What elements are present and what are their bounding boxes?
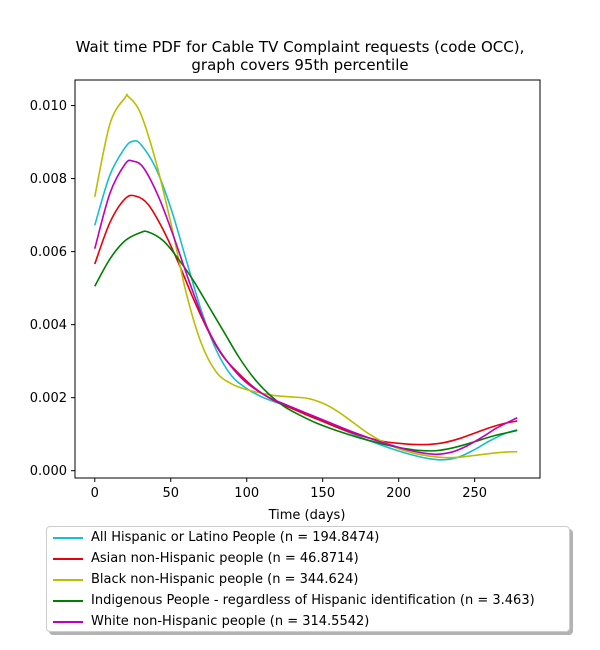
x-tick-label: 250 bbox=[462, 486, 487, 501]
chart-title-line2: graph covers 95th percentile bbox=[191, 56, 409, 74]
x-tick-label: 50 bbox=[162, 486, 179, 501]
legend-swatch bbox=[53, 536, 83, 539]
legend-item: Black non-Hispanic people (n = 344.624) bbox=[53, 569, 358, 590]
legend-swatch bbox=[53, 578, 83, 581]
y-tick-label: 0.000 bbox=[30, 464, 67, 479]
series-line-3 bbox=[93, 93, 518, 459]
legend-label: White non-Hispanic people (n = 314.5542) bbox=[91, 614, 370, 629]
plot-frame bbox=[74, 79, 541, 479]
x-tick-label: 200 bbox=[386, 486, 411, 501]
x-tick-label: 100 bbox=[234, 486, 259, 501]
y-tick-label: 0.002 bbox=[30, 391, 67, 406]
legend-item: All Hispanic or Latino People (n = 194.8… bbox=[53, 527, 379, 548]
x-tick-label: 0 bbox=[91, 486, 99, 501]
y-tick-label: 0.006 bbox=[30, 245, 67, 260]
ticks-layer: 0 50 100 150 200 250 0.000 0.002 0.004 0.006 0.008… bbox=[30, 99, 487, 501]
y-tick-label: 0.008 bbox=[30, 172, 67, 187]
series-line-1 bbox=[93, 139, 518, 461]
legend-label: Black non-Hispanic people (n = 344.624) bbox=[91, 572, 359, 587]
series-line-5 bbox=[93, 159, 518, 456]
y-tick-label: 0.010 bbox=[30, 99, 67, 114]
legend-swatch bbox=[53, 620, 83, 623]
y-tick-label: 0.004 bbox=[30, 318, 67, 333]
legend-item: Indigenous People - regardless of Hispan… bbox=[53, 590, 535, 611]
legend-label: All Hispanic or Latino People (n = 194.8… bbox=[91, 530, 380, 545]
chart-title-line1: Wait time PDF for Cable TV Complaint req… bbox=[75, 38, 525, 56]
series-line-4 bbox=[94, 230, 518, 452]
legend-swatch bbox=[53, 557, 83, 560]
legend-item: Asian non-Hispanic people (n = 46.8714) bbox=[53, 548, 359, 569]
legend-item: White non-Hispanic people (n = 314.5542) bbox=[53, 611, 369, 632]
x-axis-label: Time (days) bbox=[268, 508, 346, 523]
series-layer bbox=[93, 93, 518, 461]
legend-label: Indigenous People - regardless of Hispan… bbox=[91, 593, 535, 608]
series-line-2 bbox=[93, 194, 518, 446]
legend: All Hispanic or Latino People (n = 194.8… bbox=[46, 526, 570, 632]
legend-swatch bbox=[53, 599, 83, 602]
legend-label: Asian non-Hispanic people (n = 46.8714) bbox=[91, 551, 359, 566]
x-tick-label: 150 bbox=[310, 486, 335, 501]
